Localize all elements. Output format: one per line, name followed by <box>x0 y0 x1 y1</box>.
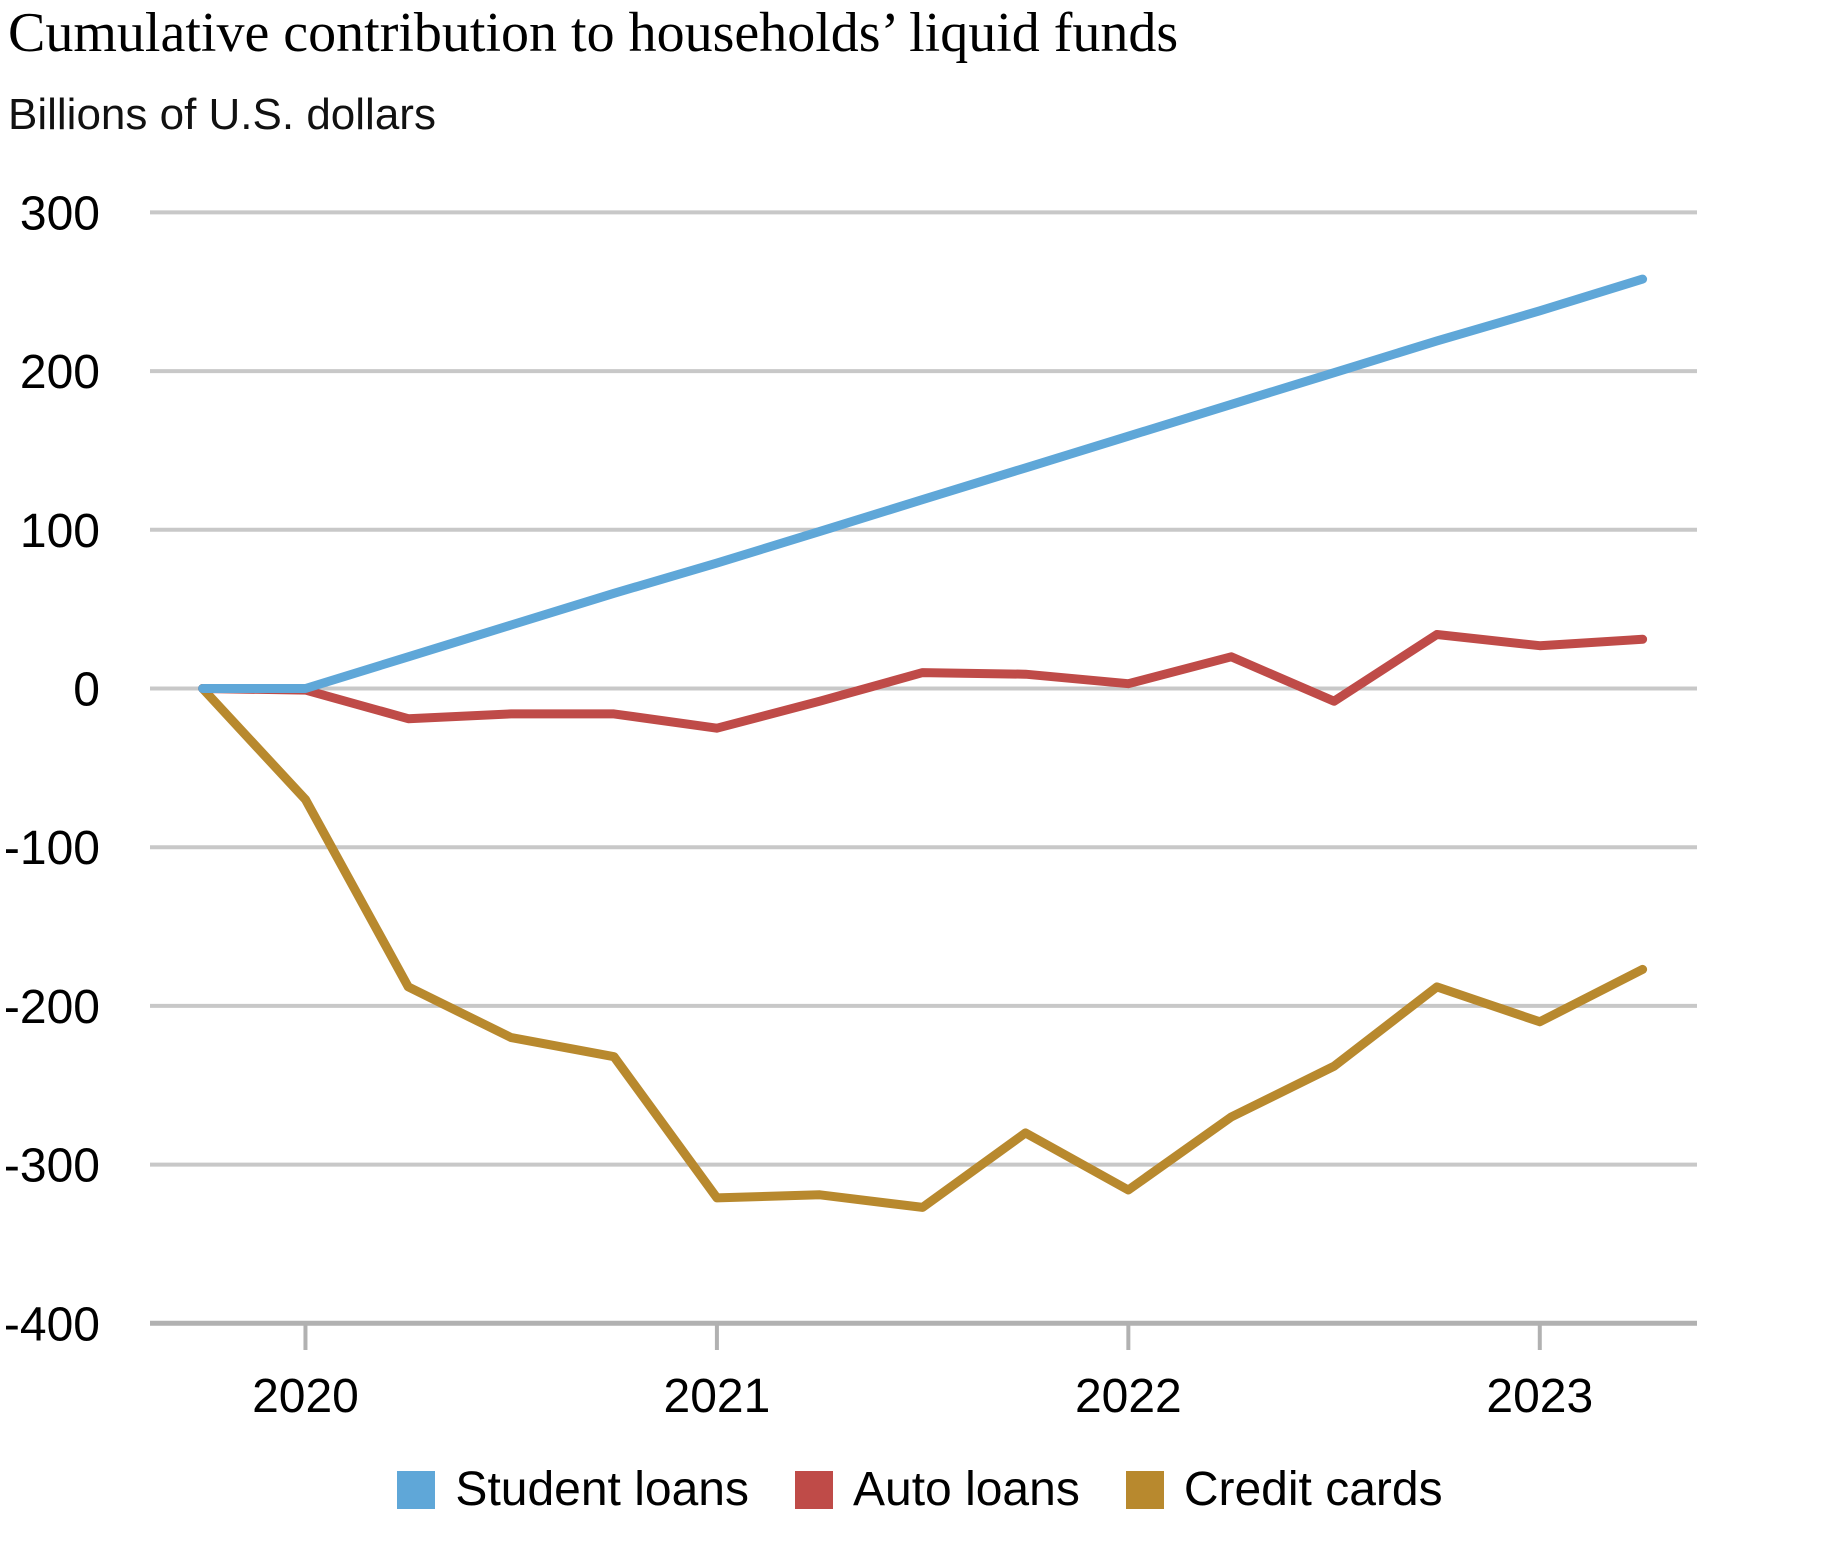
axis-labels-layer: 300 200 100 0 -100 -200 -300 -400 2020 2021 2022 20… <box>4 187 1593 1423</box>
x-tick-label-2022: 2022 <box>1075 1370 1182 1423</box>
series-line-student-loans <box>198 274 1648 693</box>
gridlines-layer <box>150 210 1697 1326</box>
y-tick-label-200: 200 <box>20 346 100 399</box>
legend-label: Student loans <box>455 1463 749 1516</box>
chart-y-axis-units-label: Billions of U.S. dollars <box>8 90 436 139</box>
x-tick-label-2023: 2023 <box>1486 1370 1593 1423</box>
legend: Student loans Auto loans Credit cards <box>0 1462 1840 1518</box>
series-line-credit-cards <box>198 684 1648 1212</box>
series-line-auto-loans <box>198 630 1648 733</box>
x-tick-label-2021: 2021 <box>664 1370 771 1423</box>
y-tick-label-300: 300 <box>20 187 100 240</box>
legend-swatch-credit-cards <box>1125 1471 1164 1509</box>
legend-item-credit-cards: Credit cards <box>1125 1462 1443 1518</box>
y-tick-label--300: -300 <box>4 1140 100 1193</box>
legend-swatch-auto-loans <box>794 1471 833 1509</box>
legend-item-auto-loans: Auto loans <box>794 1462 1080 1518</box>
y-tick-label-0: 0 <box>73 664 100 717</box>
y-tick-label-100: 100 <box>20 505 100 558</box>
y-tick-label--400: -400 <box>4 1298 100 1351</box>
y-tick-label--100: -100 <box>4 822 100 875</box>
legend-swatch-student-loans <box>397 1471 436 1509</box>
legend-item-student-loans: Student loans <box>397 1462 749 1518</box>
legend-label: Auto loans <box>852 1463 1080 1516</box>
legend-label: Credit cards <box>1183 1463 1443 1516</box>
axis-ticks-layer <box>303 1323 1542 1350</box>
chart-title: Cumulative contribution to households’ l… <box>8 2 1179 64</box>
y-tick-label--200: -200 <box>4 981 100 1034</box>
series-lines-layer <box>198 274 1648 1212</box>
x-tick-label-2020: 2020 <box>252 1370 359 1423</box>
